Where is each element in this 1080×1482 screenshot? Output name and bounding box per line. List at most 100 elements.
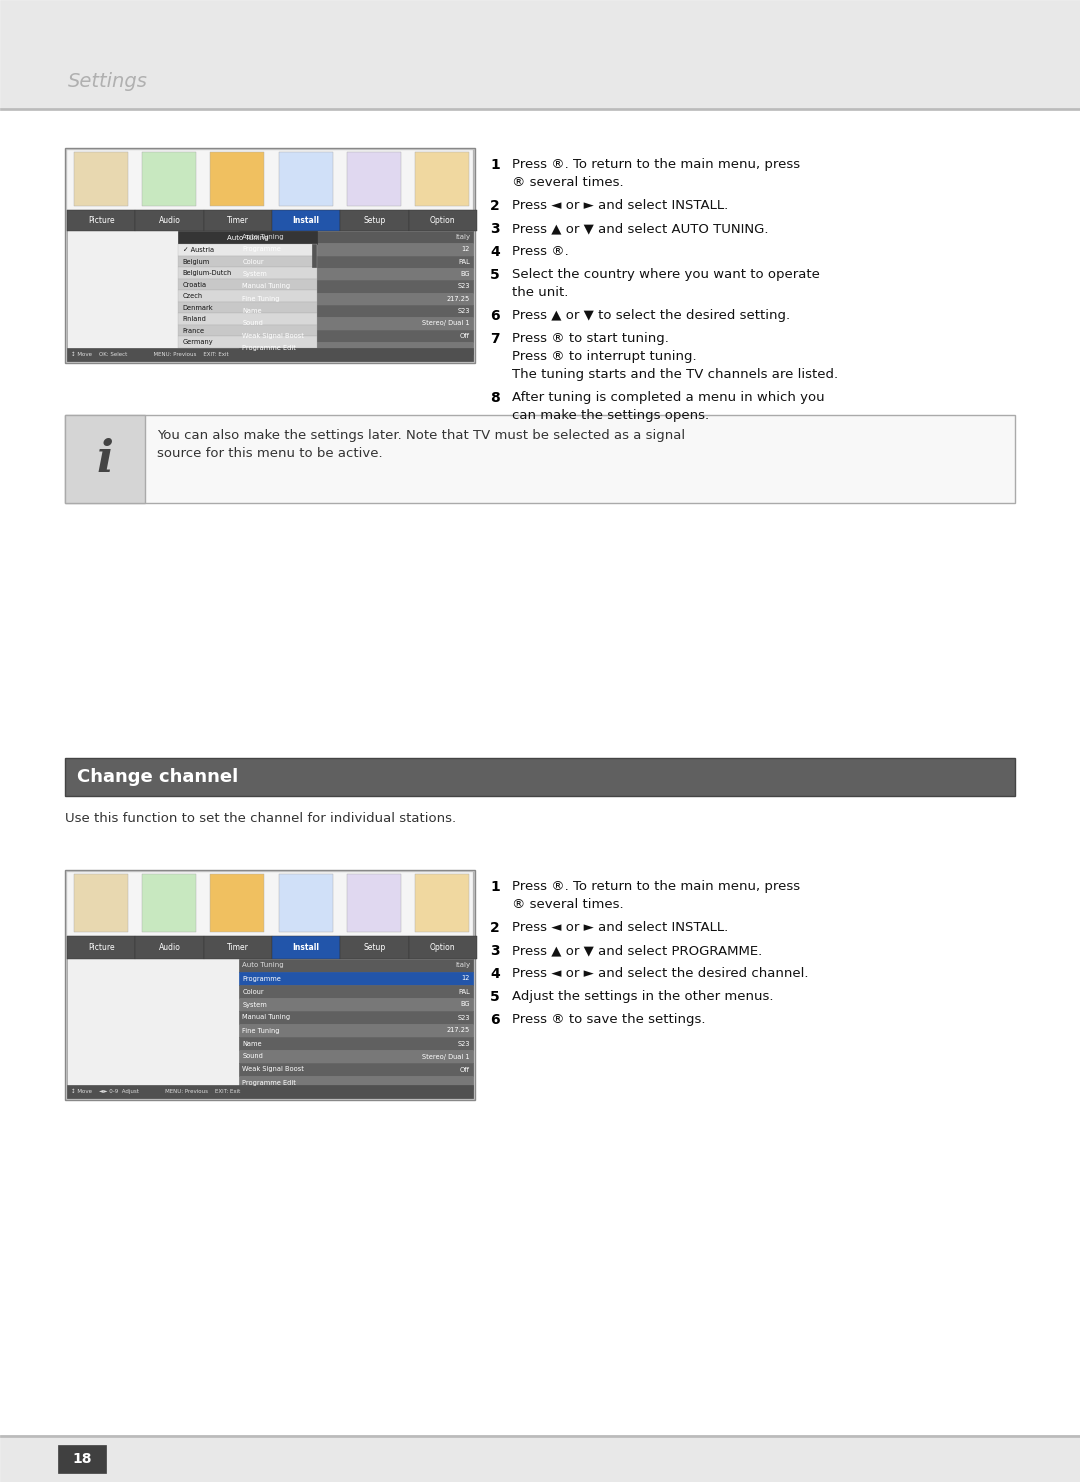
Bar <box>67 871 473 937</box>
Bar <box>239 1011 473 1024</box>
Text: 3: 3 <box>490 944 500 957</box>
Bar <box>178 313 318 325</box>
Text: ↕ Move    OK: Select               MENU: Previous    EXIT: Exit: ↕ Move OK: Select MENU: Previous EXIT: E… <box>71 353 229 357</box>
Text: S23: S23 <box>458 1040 470 1046</box>
Text: Audio: Audio <box>159 216 180 225</box>
Text: Setup: Setup <box>363 943 386 951</box>
Text: The tuning starts and the TV channels are listed.: The tuning starts and the TV channels ar… <box>512 368 838 381</box>
Text: S23: S23 <box>458 308 470 314</box>
Text: PAL: PAL <box>458 988 470 994</box>
Text: Install: Install <box>293 943 320 951</box>
Text: Option: Option <box>430 943 456 951</box>
Text: PAL: PAL <box>458 259 470 265</box>
Bar <box>0 0 1080 108</box>
Text: 1: 1 <box>490 159 500 172</box>
Bar <box>211 874 265 932</box>
Text: 3: 3 <box>490 222 500 236</box>
Text: 2: 2 <box>490 199 500 213</box>
Bar <box>0 1435 1080 1482</box>
Bar <box>143 153 195 206</box>
Text: Italy: Italy <box>455 234 470 240</box>
Bar <box>239 305 473 317</box>
Bar <box>65 870 475 1100</box>
Bar <box>239 972 473 986</box>
Bar <box>272 937 340 959</box>
Bar <box>58 1445 106 1473</box>
Bar <box>408 937 477 959</box>
Text: Finland: Finland <box>183 316 206 322</box>
Text: 8: 8 <box>490 391 500 405</box>
Bar <box>340 210 408 231</box>
Bar <box>239 1024 473 1037</box>
Text: 217.25: 217.25 <box>447 1027 470 1033</box>
Text: Programme Edit: Programme Edit <box>242 1079 296 1085</box>
Text: Timer: Timer <box>227 943 248 951</box>
Text: After tuning is completed a menu in which you: After tuning is completed a menu in whic… <box>512 391 825 405</box>
Text: Manual Tuning: Manual Tuning <box>242 1015 291 1021</box>
Text: ® several times.: ® several times. <box>512 898 623 911</box>
Bar <box>239 255 473 268</box>
Text: Manual Tuning: Manual Tuning <box>242 283 291 289</box>
Text: 5: 5 <box>490 268 500 282</box>
Text: Press ▲ or ▼ and select PROGRAMME.: Press ▲ or ▼ and select PROGRAMME. <box>512 944 762 957</box>
Bar <box>65 415 1015 502</box>
Text: 6: 6 <box>490 310 500 323</box>
Text: Press ® to interrupt tuning.: Press ® to interrupt tuning. <box>512 350 697 363</box>
Text: 12: 12 <box>461 975 470 981</box>
Text: Press ◄ or ► and select INSTALL.: Press ◄ or ► and select INSTALL. <box>512 920 728 934</box>
Text: Colour: Colour <box>242 259 264 265</box>
Text: S23: S23 <box>458 1015 470 1021</box>
Bar <box>239 231 473 243</box>
Text: Change channel: Change channel <box>77 768 239 785</box>
Text: 7: 7 <box>490 332 500 345</box>
Text: Audio: Audio <box>159 943 180 951</box>
Bar <box>143 874 195 932</box>
Text: Select the country where you want to operate: Select the country where you want to ope… <box>512 268 820 282</box>
Text: i: i <box>96 437 113 480</box>
Text: Install: Install <box>293 216 320 225</box>
Text: 4: 4 <box>490 245 500 259</box>
Bar <box>239 1051 473 1063</box>
Text: France: France <box>183 328 205 333</box>
Bar <box>135 937 204 959</box>
Bar <box>178 279 318 290</box>
Bar <box>279 153 333 206</box>
Bar <box>204 210 272 231</box>
Bar <box>65 148 475 363</box>
Text: Press ®. To return to the main menu, press: Press ®. To return to the main menu, pre… <box>512 159 800 170</box>
Bar <box>178 336 318 348</box>
Bar <box>67 937 135 959</box>
Text: Denmark: Denmark <box>183 305 214 311</box>
Text: Italy: Italy <box>455 962 470 969</box>
Text: Stereo/ Dual 1: Stereo/ Dual 1 <box>422 1054 470 1060</box>
Text: Timer: Timer <box>227 216 248 225</box>
Bar <box>204 937 272 959</box>
Bar <box>239 243 473 255</box>
Text: Stereo/ Dual 1: Stereo/ Dual 1 <box>422 320 470 326</box>
Text: Name: Name <box>242 308 261 314</box>
Bar <box>272 210 340 231</box>
Text: BG: BG <box>460 271 470 277</box>
Bar <box>239 292 473 305</box>
Bar <box>416 874 470 932</box>
Text: Settings: Settings <box>68 73 148 90</box>
Bar <box>67 348 473 362</box>
Bar <box>239 959 473 972</box>
Text: S23: S23 <box>458 283 470 289</box>
Text: Programme: Programme <box>242 975 281 981</box>
Bar <box>135 210 204 231</box>
Bar <box>67 150 473 362</box>
Bar <box>73 153 127 206</box>
Text: Fine Tuning: Fine Tuning <box>242 1027 280 1033</box>
Text: Picture: Picture <box>87 216 114 225</box>
Text: 4: 4 <box>490 966 500 981</box>
Text: ✓ Austria: ✓ Austria <box>183 247 214 253</box>
Bar <box>178 290 318 302</box>
Text: can make the settings opens.: can make the settings opens. <box>512 409 710 422</box>
Bar <box>67 210 135 231</box>
Text: 6: 6 <box>490 1014 500 1027</box>
Text: Fine Tuning: Fine Tuning <box>242 296 280 302</box>
Text: Press ®. To return to the main menu, press: Press ®. To return to the main menu, pre… <box>512 880 800 894</box>
Bar <box>239 1063 473 1076</box>
Bar <box>0 108 1080 110</box>
